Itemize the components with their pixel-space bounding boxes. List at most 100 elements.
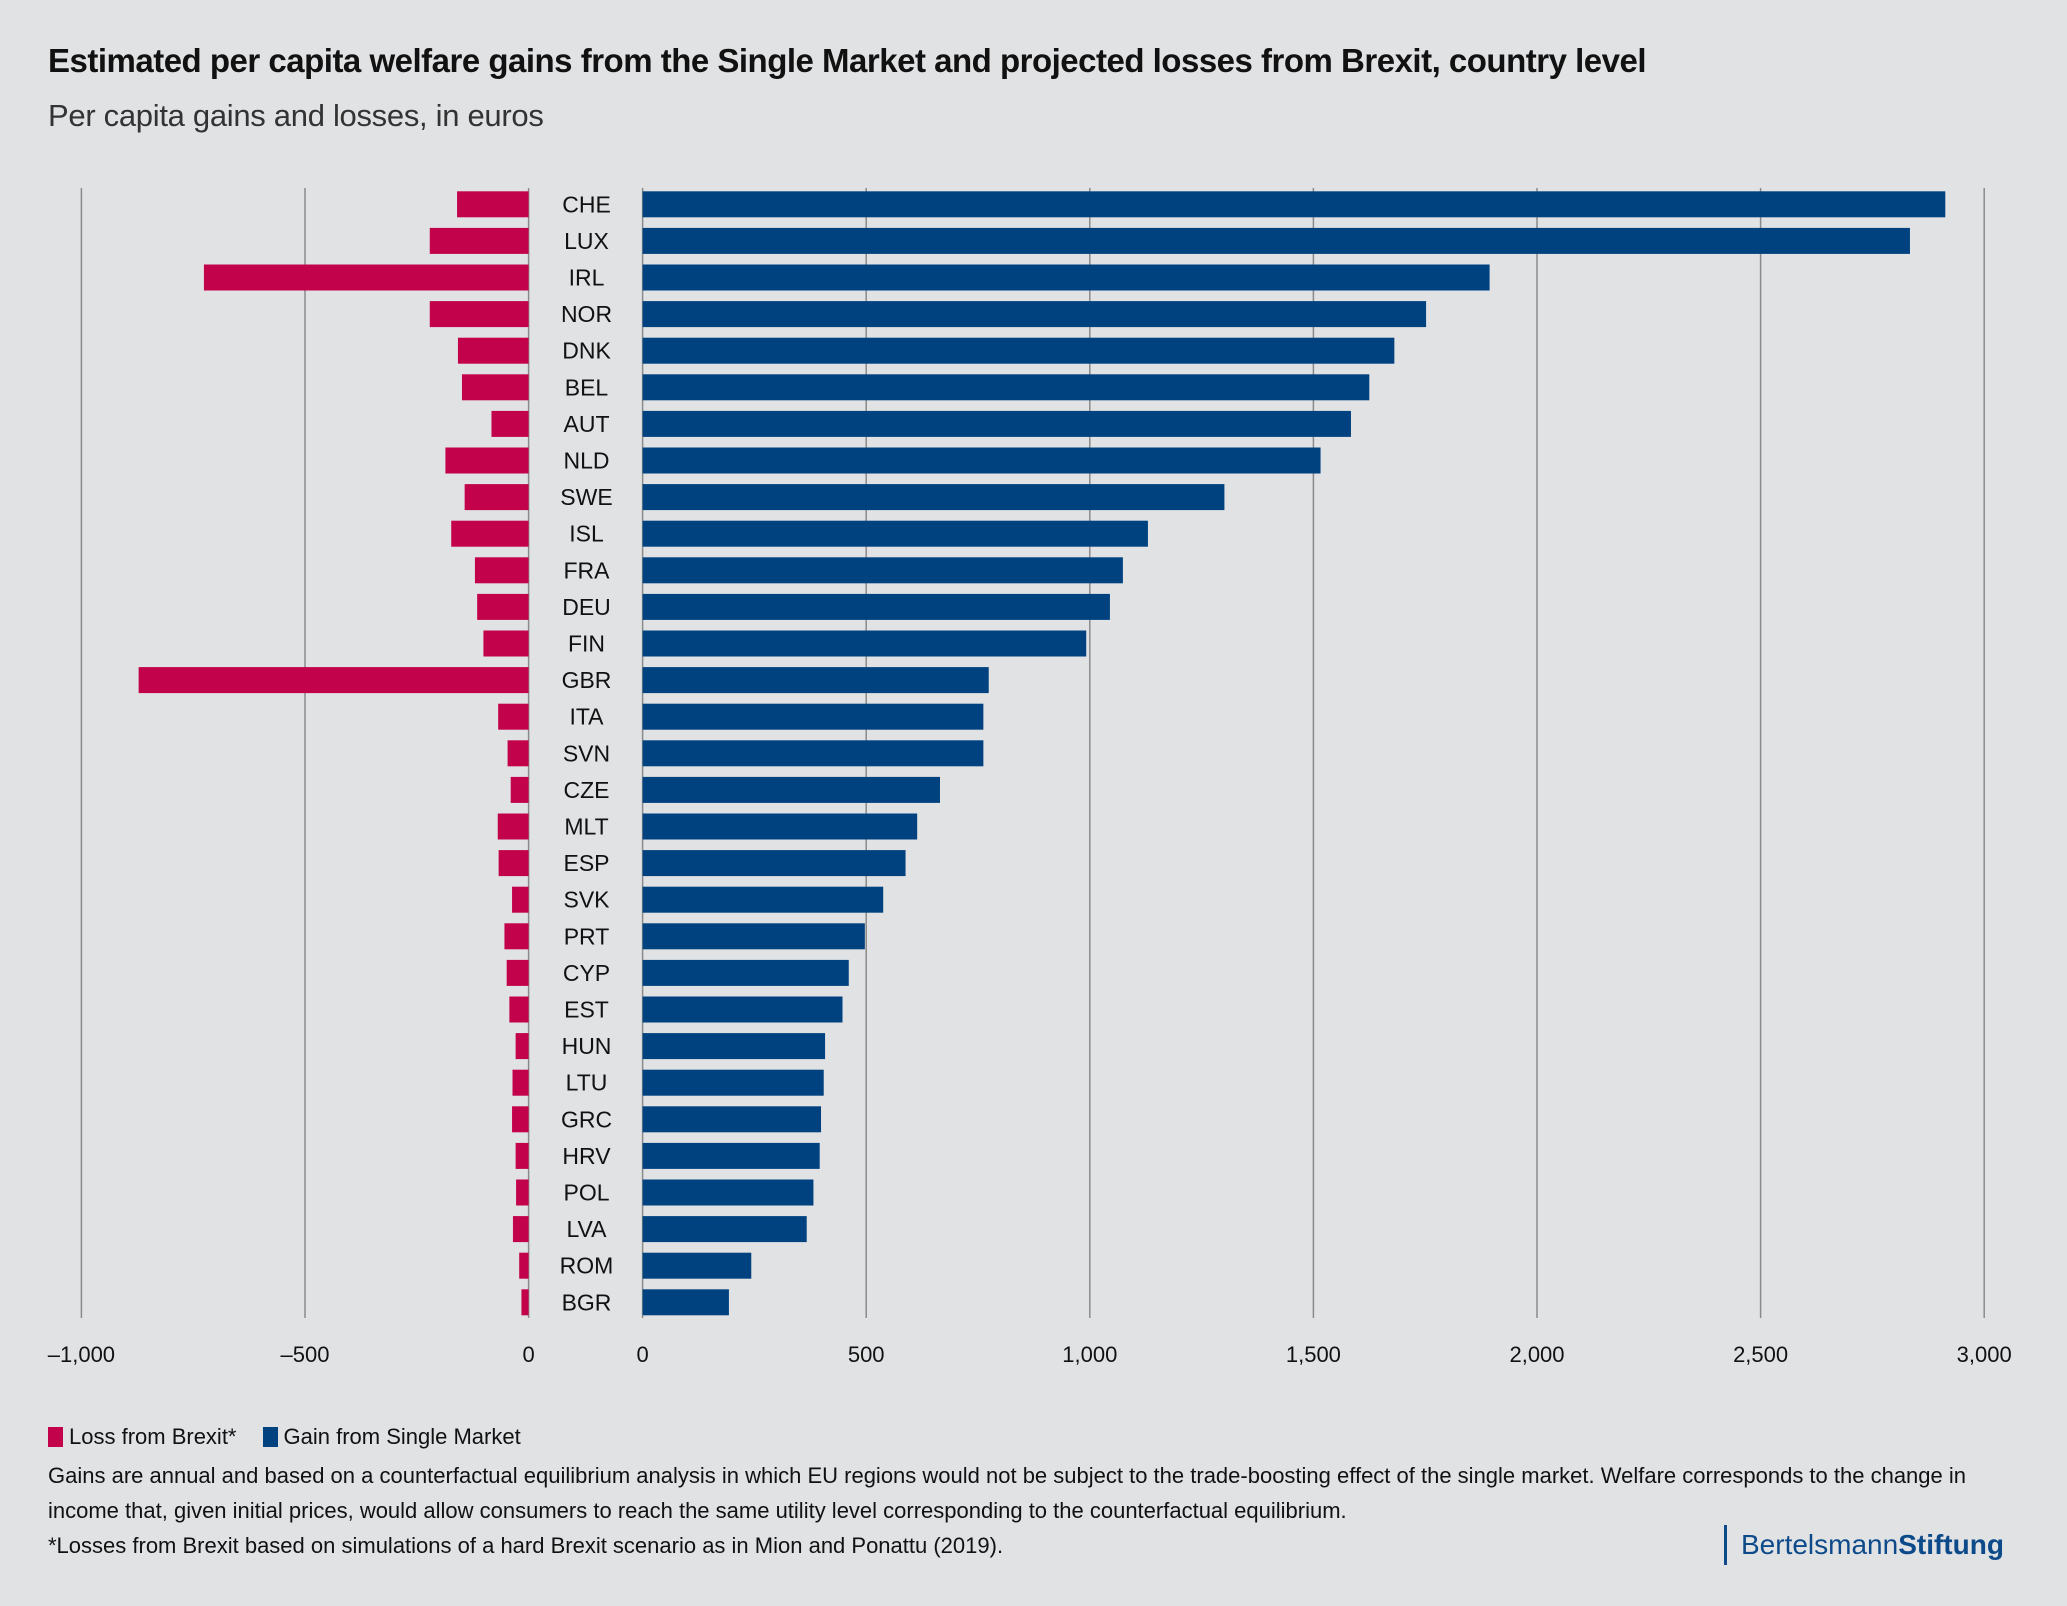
legend-item-gain: Gain from Single Market [262,1424,521,1450]
chart-subtitle: Per capita gains and losses, in euros [48,98,544,133]
gain-bar-FRA [642,557,1123,584]
loss-bar-ISL [451,520,529,547]
gain-bar-CYP [642,959,849,986]
loss-bar-LVA [512,1216,529,1243]
x-tick-label-right: 3,000 [1957,1342,2012,1367]
x-tick-label-right: 0 [636,1342,648,1367]
loss-bar-NLD [445,447,529,474]
footnote: *Losses from Brexit based on simulations… [48,1533,1004,1558]
loss-bar-BGR [521,1289,529,1316]
gain-bar-SVN [642,740,984,767]
category-label-BEL: BEL [565,374,609,400]
gain-bar-DNK [642,337,1395,364]
legend-item-loss: Loss from Brexit* [48,1424,237,1450]
gain-bar-AUT [642,410,1351,437]
gain-bar-POL [642,1179,814,1206]
loss-bar-ITA [498,703,529,730]
gain-bar-NOR [642,301,1427,328]
category-label-CHE: CHE [562,191,611,217]
logo-part1: Bertelsmann [1741,1529,1899,1560]
gain-bar-GRC [642,1106,822,1133]
loss-bar-CZE [510,776,529,803]
legend: Loss from Brexit* Gain from Single Marke… [48,1424,521,1450]
legend-swatch-loss [48,1427,63,1447]
gain-bar-NLD [642,447,1321,474]
category-label-SVK: SVK [563,887,610,913]
gain-bar-MLT [642,813,918,840]
category-label-GRC: GRC [561,1106,612,1132]
loss-bar-SWE [464,484,529,511]
chart-title: Estimated per capita welfare gains from … [48,42,1647,79]
loss-bar-POL [516,1179,529,1206]
loss-bar-CYP [506,959,529,986]
loss-bar-BEL [461,374,529,401]
gain-bar-BEL [642,374,1370,401]
category-label-DNK: DNK [562,338,611,364]
gain-bar-EST [642,996,843,1023]
category-label-FIN: FIN [568,631,605,657]
x-tick-label-left: –500 [281,1342,330,1367]
category-label-CZE: CZE [564,777,610,803]
category-label-ESP: ESP [563,850,609,876]
gain-bar-ISL [642,520,1148,547]
loss-bar-SVK [512,886,529,913]
loss-bar-FRA [474,557,529,584]
gain-bar-ITA [642,703,984,730]
loss-bar-GRC [512,1106,529,1133]
gain-bar-IRL [642,264,1490,291]
gain-bar-CZE [642,776,940,803]
gain-bar-HUN [642,1033,826,1060]
loss-bar-IRL [203,264,529,291]
gain-bar-GBR [642,667,989,694]
legend-swatch-gain [262,1427,278,1447]
gain-bar-ROM [642,1252,752,1279]
category-label-BGR: BGR [562,1289,612,1315]
category-label-MLT: MLT [564,814,608,840]
gain-bar-CHE [642,191,1946,218]
loss-bar-NOR [429,301,529,328]
category-label-HUN: HUN [562,1033,612,1059]
gain-bar-BGR [642,1289,729,1316]
category-label-GBR: GBR [562,667,612,693]
category-label-EST: EST [564,997,609,1023]
gain-bar-PRT [642,923,865,950]
category-label-POL: POL [563,1180,609,1206]
loss-bar-LUX [429,227,529,254]
loss-bar-EST [509,996,529,1023]
category-label-ROM: ROM [560,1253,614,1279]
loss-bar-LTU [512,1069,529,1096]
category-label-LTU: LTU [566,1070,608,1096]
loss-bar-GBR [138,667,529,694]
x-tick-label-right: 1,500 [1286,1342,1341,1367]
note-text: Gains are annual and based on a counterf… [48,1463,1966,1523]
category-label-SWE: SWE [560,484,612,510]
category-label-NOR: NOR [561,301,612,327]
category-label-FRA: FRA [564,557,611,583]
category-label-LVA: LVA [566,1216,607,1242]
gain-bar-ESP [642,850,906,877]
gain-bar-SWE [642,484,1225,511]
legend-label-gain: Gain from Single Market [283,1424,521,1449]
bertelsmann-logo: BertelsmannStiftung [1724,1525,2004,1565]
category-label-NLD: NLD [563,448,609,474]
gain-bar-LTU [642,1069,824,1096]
loss-bar-HRV [515,1142,529,1169]
loss-bar-MLT [497,813,529,840]
legend-label-loss: Loss from Brexit* [69,1424,237,1449]
category-label-CYP: CYP [563,960,610,986]
x-tick-label-right: 2,000 [1509,1342,1564,1367]
loss-bar-ROM [519,1252,529,1279]
category-label-SVN: SVN [563,740,610,766]
x-tick-label-right: 500 [848,1342,885,1367]
category-label-HRV: HRV [562,1143,611,1169]
loss-bar-HUN [515,1033,529,1060]
gain-bar-HRV [642,1142,820,1169]
category-label-AUT: AUT [564,411,610,437]
loss-bar-CHE [457,191,529,218]
notes: Gains are annual and based on a counterf… [48,1458,2008,1563]
x-tick-label-right: 2,500 [1733,1342,1788,1367]
x-tick-label-right: 1,000 [1062,1342,1117,1367]
gain-bar-SVK [642,886,884,913]
category-label-PRT: PRT [564,923,610,949]
